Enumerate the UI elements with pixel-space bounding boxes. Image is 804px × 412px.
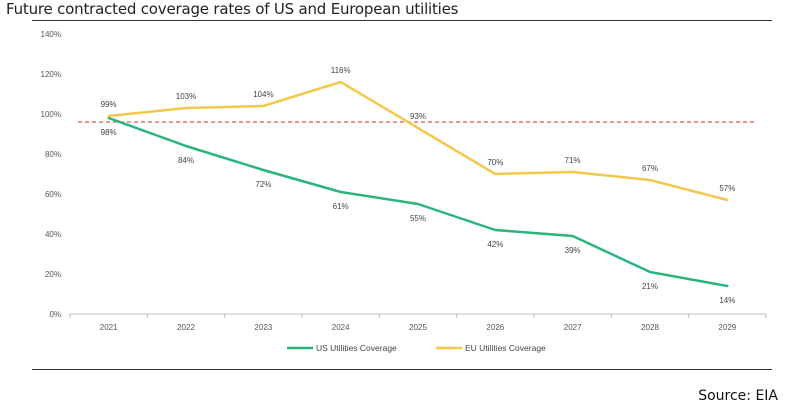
x-tick-label: 2022 [177, 323, 195, 332]
y-tick-label: 120% [41, 70, 61, 79]
eu-data-label: 104% [253, 90, 273, 99]
y-tick-label: 20% [45, 270, 61, 279]
eu-data-label: 99% [101, 100, 117, 109]
y-tick-label: 100% [41, 110, 61, 119]
us-data-label: 98% [101, 128, 117, 137]
y-tick-label: 60% [45, 190, 61, 199]
legend-label-eu: EU Utilities Coverage [465, 343, 546, 353]
x-tick-label: 2029 [718, 323, 736, 332]
eu-data-label: 71% [565, 156, 581, 165]
x-tick-label: 2021 [100, 323, 118, 332]
x-tick-label: 2025 [409, 323, 427, 332]
legend: US Utilities Coverage EU Utilities Covera… [287, 343, 546, 353]
us-data-label: 21% [642, 282, 658, 291]
eu-data-label: 57% [719, 184, 735, 193]
us-data-label: 55% [410, 214, 426, 223]
eu-data-label: 93% [410, 112, 426, 121]
data-labels-group: 98% 84% 72% 61% 55% 42% 39% 21% 14% 99% 103% 104% 11… [101, 66, 736, 305]
axes: 2021 2022 2023 2024 2025 2026 2027 2028 2029 0% 20… [41, 30, 767, 332]
y-tick-label: 80% [45, 150, 61, 159]
x-tick-label: 2024 [332, 323, 350, 332]
footer-divider [32, 369, 772, 370]
x-tick-label: 2026 [486, 323, 504, 332]
source-note: Source: EIA [698, 388, 778, 404]
us-data-label: 84% [178, 156, 194, 165]
y-tick-label: 40% [45, 230, 61, 239]
x-tick-label: 2023 [254, 323, 272, 332]
us-coverage-line [107, 116, 729, 288]
us-data-label: 61% [333, 202, 349, 211]
y-tick-label: 140% [41, 30, 61, 39]
eu-data-label: 70% [487, 158, 503, 167]
us-data-label: 72% [255, 180, 271, 189]
x-tick-label: 2027 [564, 323, 582, 332]
legend-label-us: US Utilities Coverage [316, 343, 397, 353]
eu-data-label: 67% [642, 164, 658, 173]
x-tick-label: 2028 [641, 323, 659, 332]
title-divider [32, 20, 772, 21]
eu-coverage-line [107, 80, 729, 202]
us-data-label: 42% [487, 240, 503, 249]
eu-data-label: 116% [331, 66, 351, 75]
series-group [107, 80, 729, 288]
us-data-label: 39% [565, 246, 581, 255]
chart-title: Future contracted coverage rates of US a… [6, 0, 459, 18]
eu-data-label: 103% [176, 92, 196, 101]
us-data-label: 14% [719, 296, 735, 305]
y-tick-label: 0% [49, 310, 61, 319]
